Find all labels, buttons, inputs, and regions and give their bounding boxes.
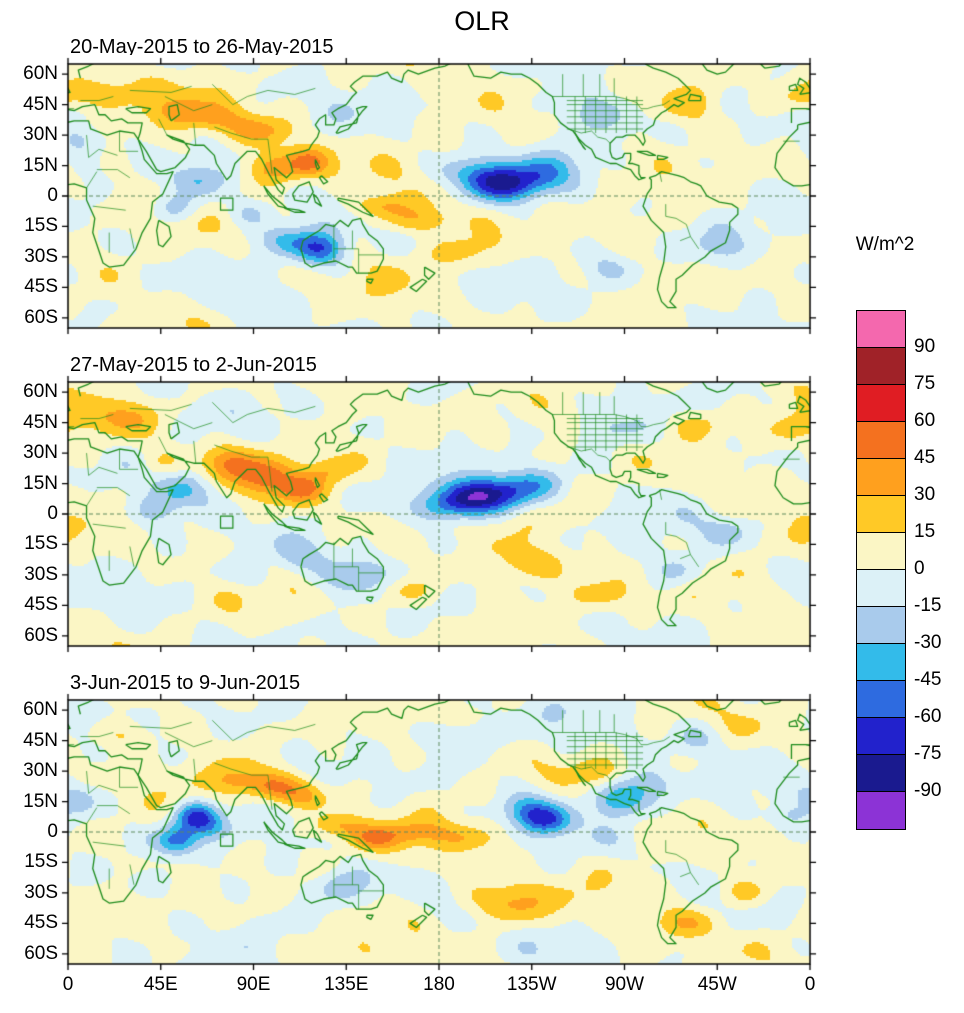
colorbar-cell	[857, 681, 905, 718]
lat-tick-label: 30N	[23, 442, 58, 464]
colorbar-cell	[857, 459, 905, 496]
colorbar-cell	[857, 644, 905, 681]
colorbar-cell	[857, 792, 905, 829]
colorbar-cell	[857, 755, 905, 792]
panel-3-map	[59, 691, 819, 973]
lat-tick-label: 60S	[24, 306, 58, 328]
colorbar-tick-label: 60	[914, 410, 936, 431]
colorbar-cell	[857, 718, 905, 755]
colorbar-tick-label: 30	[914, 484, 936, 505]
lon-tick-label: 90E	[236, 974, 271, 995]
lon-tick-label: 135W	[506, 974, 557, 995]
lon-tick-label: 45E	[143, 974, 178, 995]
lon-tick-label: 90W	[604, 974, 645, 995]
lon-tick-label: 135E	[324, 974, 369, 995]
panel-3-subtitle: 3-Jun-2015 to 9-Jun-2015	[70, 672, 301, 694]
lon-tick-label: 180	[423, 974, 455, 995]
panel-2-map	[59, 373, 819, 655]
lat-tick-label: 30S	[24, 245, 58, 267]
lon-tick-label: 45W	[697, 974, 737, 995]
lat-tick-label: 60N	[23, 699, 58, 721]
lat-tick-label: 45S	[24, 276, 58, 298]
colorbar-cell	[857, 533, 905, 570]
lat-tick-label: 0	[47, 821, 58, 842]
colorbar-tick-label: 15	[914, 521, 936, 542]
lat-tick-label: 45S	[24, 594, 58, 616]
colorbar-tick-label: -45	[914, 669, 942, 690]
lat-tick-label: 45S	[24, 912, 58, 934]
colorbar-tick-label: 45	[914, 447, 936, 468]
colorbar-tick-label: -60	[914, 706, 942, 727]
lat-tick-label: 45N	[23, 411, 58, 433]
colorbar-cell	[857, 422, 905, 459]
lat-tick-label: 15S	[24, 215, 58, 237]
colorbar-tick-label: 90	[914, 336, 936, 357]
lat-tick-label: 60S	[24, 942, 58, 964]
lat-tick-label: 15S	[24, 851, 58, 873]
colorbar-tick-label: -15	[914, 595, 942, 616]
lat-tick-label: 30N	[23, 124, 58, 146]
lat-tick-label: 30S	[24, 881, 58, 903]
panel-2-subtitle: 27-May-2015 to 2-Jun-2015	[70, 354, 317, 376]
lat-tick-label: 30S	[24, 563, 58, 585]
lat-tick-label: 15N	[23, 154, 58, 176]
lat-tick-label: 15N	[23, 472, 58, 494]
lat-tick-label: 15N	[23, 790, 58, 812]
colorbar-tick-label: -30	[914, 632, 942, 653]
lat-tick-label: 0	[47, 503, 58, 524]
colorbar-cell	[857, 385, 905, 422]
colorbar-cell	[857, 348, 905, 385]
colorbar	[856, 310, 906, 830]
lat-tick-label: 15S	[24, 533, 58, 555]
colorbar-tick-label: 75	[914, 373, 936, 394]
lat-tick-label: 60N	[23, 381, 58, 403]
lat-tick-label: 0	[47, 185, 58, 206]
colorbar-tick-label: 0	[914, 558, 925, 579]
colorbar-cell	[857, 570, 905, 607]
lat-tick-label: 30N	[23, 760, 58, 782]
colorbar-tick-label: -75	[914, 743, 942, 764]
panel-1-subtitle: 20-May-2015 to 26-May-2015	[70, 36, 334, 58]
lat-tick-label: 60N	[23, 63, 58, 85]
lat-tick-label: 45N	[23, 729, 58, 751]
colorbar-cell	[857, 496, 905, 533]
colorbar-cell	[857, 607, 905, 644]
colorbar-cell	[857, 311, 905, 348]
panel-1-map	[59, 55, 819, 337]
lon-tick-label: 0	[804, 974, 816, 995]
colorbar-tick-label: -90	[914, 780, 942, 801]
colorbar-units-label: W/m^2	[855, 234, 915, 255]
chart-title: OLR	[454, 6, 510, 36]
lon-tick-label: 0	[62, 974, 74, 995]
lat-tick-label: 45N	[23, 93, 58, 115]
lat-tick-label: 60S	[24, 624, 58, 646]
